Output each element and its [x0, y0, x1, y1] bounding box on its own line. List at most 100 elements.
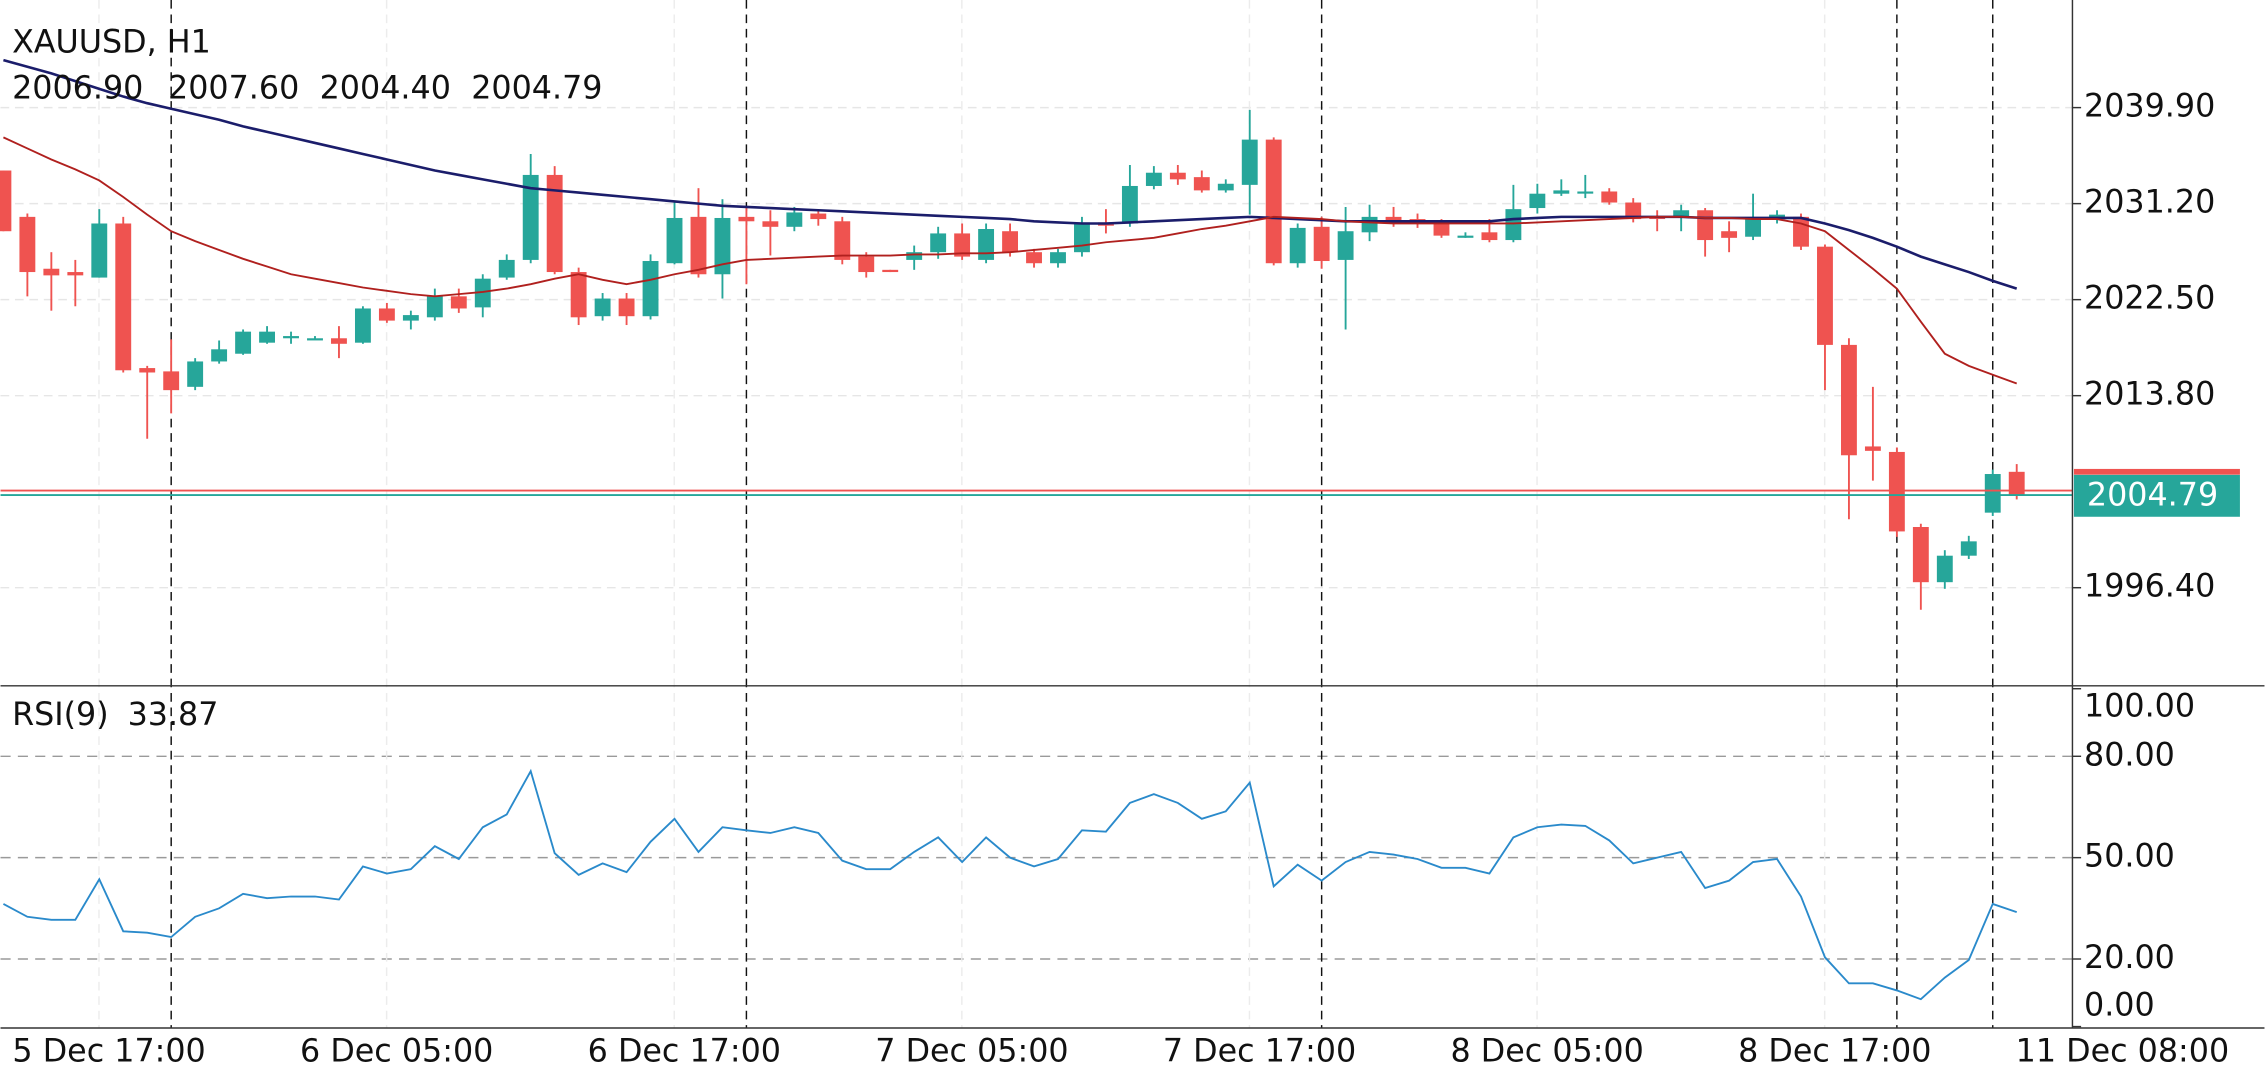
rsi-name: RSI(9) [12, 697, 109, 733]
candle-body [1625, 202, 1642, 220]
candle-body [978, 229, 995, 260]
candle-body [1433, 223, 1450, 236]
candle-body [1673, 210, 1690, 217]
candle-body [1912, 527, 1929, 583]
ohlc-open: 2006.90 [12, 71, 143, 107]
candle-body [714, 217, 731, 275]
candle-body [882, 269, 899, 273]
candle-body [1145, 172, 1162, 186]
last-price-label: 2004.79 [2087, 478, 2218, 514]
candle-body [738, 216, 755, 222]
candle-body [1313, 226, 1330, 262]
candle-body [19, 216, 36, 273]
candle-body [1745, 219, 1762, 237]
candle-body [1457, 235, 1474, 238]
time-tick-label: 11 Dec 08:00 [2016, 1034, 2230, 1070]
candle-body [1217, 183, 1234, 191]
time-tick-label: 5 Dec 17:00 [12, 1034, 205, 1070]
candle-body [642, 261, 659, 317]
rsi-tick-label: 50.00 [2084, 839, 2175, 875]
candle-body [618, 298, 635, 317]
candle-body [1385, 216, 1402, 223]
candle-body [1193, 177, 1210, 191]
candle-body [1721, 231, 1738, 238]
candle-body [930, 233, 947, 253]
candle-body [858, 256, 875, 273]
candle-body [2008, 471, 2025, 496]
candle-body [1817, 246, 1833, 345]
candle-body [187, 361, 204, 387]
candle-body [1864, 446, 1881, 451]
candle-body [1984, 474, 2001, 513]
candle-body [43, 268, 60, 276]
candle-body [1888, 451, 1905, 532]
candle-body [1241, 139, 1258, 185]
moving-average [3, 136, 2018, 385]
candle-body [139, 368, 156, 373]
time-tick-label: 6 Dec 17:00 [588, 1034, 781, 1070]
candle-body [426, 296, 443, 318]
candle-body [259, 331, 275, 343]
candle-body [331, 338, 347, 344]
price-tick-label: 2039.90 [2084, 89, 2215, 125]
grid-layer [0, 0, 2073, 1029]
rsi-tick-label: 0.00 [2084, 987, 2155, 1023]
candle-body [786, 212, 803, 227]
candle-body [1697, 210, 1714, 241]
candle-body [67, 272, 84, 276]
candle-body [378, 308, 395, 321]
candle-body [570, 272, 587, 318]
candle-body [1337, 231, 1354, 260]
price-tick-label: 2013.80 [2084, 377, 2215, 413]
candle-body [906, 252, 923, 260]
overlay-layer: 1996.40 2013.80 2022.50 2031.20 2039.90 0.00 2… [12, 89, 2240, 1070]
time-tick-label: 8 Dec 17:00 [1738, 1034, 1931, 1070]
candle-body [546, 174, 563, 273]
time-tick-label: 7 Dec 17:00 [1163, 1034, 1356, 1070]
candle-body [954, 233, 971, 257]
time-tick-label: 6 Dec 05:00 [300, 1034, 493, 1070]
candle-body [1577, 191, 1594, 194]
plot-layer [0, 58, 2073, 1001]
rsi-tick-label: 20.00 [2084, 940, 2175, 976]
ohlc-low: 2004.40 [320, 71, 451, 107]
candle-body [211, 349, 228, 362]
candle-body [1936, 555, 1953, 583]
candle-body [354, 308, 371, 343]
rsi-value: 33.87 [128, 697, 219, 733]
candle-body [1026, 252, 1042, 264]
candle-body [91, 223, 108, 278]
candle-body [163, 371, 180, 391]
candle-body [1529, 193, 1546, 209]
candle-body [834, 221, 851, 260]
candle-body [1960, 541, 1977, 556]
ohlc-close: 2004.79 [471, 71, 602, 107]
candle-body [1002, 231, 1019, 253]
time-tick-label: 7 Dec 05:00 [875, 1034, 1068, 1070]
candle-body [762, 221, 779, 227]
candle-body [1601, 191, 1618, 203]
symbol-title: XAUUSD, H1 [12, 24, 211, 60]
rsi-tick-label: 80.00 [2084, 737, 2175, 773]
ask-price-marker [2073, 468, 2240, 475]
candle-body [235, 331, 252, 354]
candle-body [1265, 139, 1282, 264]
candle-body [1481, 232, 1498, 241]
candle-body [450, 296, 467, 309]
price-tick-label: 2031.20 [2084, 185, 2215, 221]
candle-body [307, 338, 323, 341]
price-tick-label: 1996.40 [2084, 569, 2215, 605]
candle-body [522, 174, 539, 260]
rsi-line [2, 768, 2018, 1001]
candle-body [690, 216, 707, 275]
candle-body [1793, 216, 1809, 247]
candle-body [0, 170, 12, 232]
candle-body [1505, 209, 1522, 241]
candle-body [1553, 190, 1570, 194]
candle-body [115, 223, 132, 371]
last-price-tag [2073, 474, 2240, 517]
